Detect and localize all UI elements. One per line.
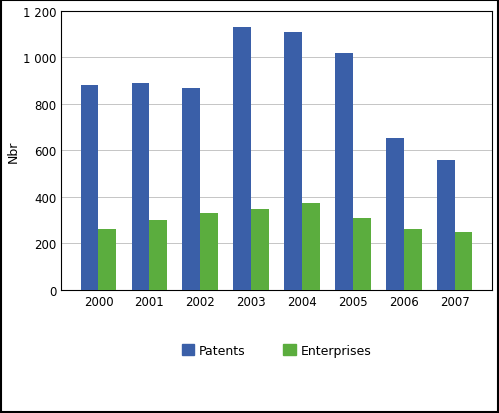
Bar: [149, 221, 167, 290]
Legend: Patents, Enterprises: Patents, Enterprises: [177, 339, 377, 362]
Y-axis label: Nbr: Nbr: [7, 140, 20, 162]
Bar: [200, 214, 218, 290]
Bar: [353, 218, 371, 290]
Bar: [437, 160, 455, 290]
Bar: [234, 28, 251, 290]
Bar: [284, 33, 302, 290]
Bar: [183, 88, 200, 290]
Bar: [386, 138, 404, 290]
Bar: [251, 209, 269, 290]
Bar: [81, 86, 98, 290]
Bar: [302, 203, 320, 290]
Bar: [132, 84, 149, 290]
Bar: [98, 230, 116, 290]
Bar: [335, 54, 353, 290]
Bar: [455, 232, 473, 290]
Bar: [404, 230, 422, 290]
